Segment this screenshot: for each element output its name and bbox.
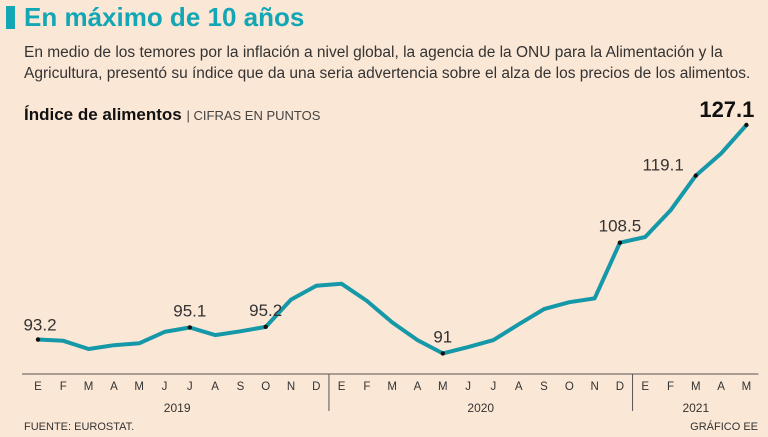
month-tick-label: J — [162, 381, 168, 393]
month-tick-label: O — [565, 381, 574, 393]
data-point-marker — [187, 325, 192, 330]
year-label: 2020 — [467, 401, 494, 415]
month-tick-label: M — [387, 381, 397, 393]
data-point-marker — [263, 324, 268, 330]
month-tick-label: A — [110, 381, 118, 393]
month-tick-label: N — [287, 381, 295, 393]
month-tick-label: M — [691, 381, 701, 393]
title-accent-bar — [6, 6, 15, 29]
month-tick-label: F — [60, 381, 67, 393]
month-tick-label: A — [414, 381, 422, 393]
month-tick-label: N — [590, 381, 598, 393]
month-tick-label: M — [742, 381, 752, 393]
page-title: En máximo de 10 años — [24, 2, 305, 32]
year-label: 2021 — [682, 401, 709, 415]
month-tick-label: S — [540, 381, 548, 393]
graphic-credit: GRÁFICO EE — [690, 421, 758, 433]
data-point-marker — [35, 337, 41, 342]
source-note: FUENTE: EUROSTAT. — [24, 421, 135, 433]
data-point-marker — [440, 351, 445, 356]
month-tick-label: M — [134, 381, 144, 393]
month-tick-label: O — [261, 381, 270, 393]
data-label: 119.1 — [643, 156, 684, 175]
month-tick-label: J — [465, 381, 471, 393]
data-label: 95.2 — [249, 301, 282, 320]
month-tick-label: M — [438, 381, 448, 393]
month-tick-label: D — [616, 381, 624, 393]
chart-heading: Índice de alimentos | CIFRAS EN PUNTOS — [24, 105, 320, 125]
month-tick-label: E — [338, 381, 346, 393]
month-tick-label: A — [515, 381, 523, 393]
month-tick-label: E — [641, 381, 649, 393]
month-tick-label: S — [237, 381, 245, 393]
data-label: 93.2 — [23, 316, 56, 335]
month-tick-label: J — [187, 381, 193, 393]
data-label: 108.5 — [599, 217, 642, 236]
chart-title: Índice de alimentos — [24, 105, 182, 124]
month-tick-label: D — [312, 381, 320, 393]
year-label: 2019 — [164, 401, 191, 415]
index-series-line — [36, 123, 749, 356]
data-point-marker — [693, 173, 698, 178]
page-subtitle: En medio de los temores por la inflación… — [24, 44, 751, 82]
chart-units-separator: | — [186, 108, 194, 123]
data-label: 95.1 — [173, 301, 206, 320]
month-tick-label: A — [211, 381, 219, 393]
data-label: 127.1 — [699, 97, 754, 122]
data-point-marker — [617, 240, 623, 245]
month-tick-label: M — [84, 381, 94, 393]
month-tick-label: F — [667, 381, 674, 393]
data-label: 91 — [433, 327, 452, 346]
month-tick-label: E — [34, 381, 42, 393]
month-tick-label: J — [491, 381, 497, 393]
chart-units: CIFRAS EN PUNTOS — [193, 108, 321, 123]
data-point-marker — [744, 122, 749, 128]
month-tick-label: F — [363, 381, 370, 393]
month-tick-label: A — [717, 381, 725, 393]
